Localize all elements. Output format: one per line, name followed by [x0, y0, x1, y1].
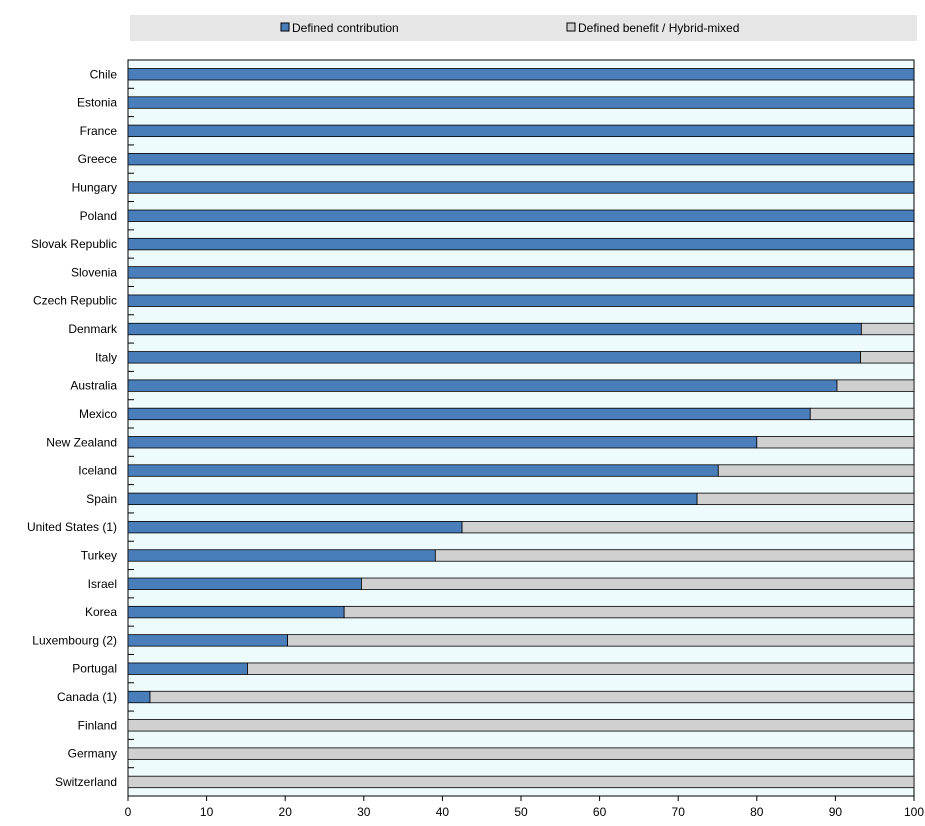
legend-swatch: [280, 22, 290, 32]
category-label: Chile: [90, 67, 118, 81]
y-axis: Chile Estonia France Greece Hungary Poland Slo…: [27, 67, 134, 789]
x-tick-label: 40: [436, 805, 450, 819]
legend-swatch: [566, 22, 576, 32]
x-tick-label: 100: [904, 805, 924, 819]
category-label: Portugal: [72, 662, 117, 676]
category-label: Germany: [68, 747, 117, 761]
category-label: Australia: [70, 379, 117, 393]
x-tick-label: 0: [125, 805, 132, 819]
category-label: Greece: [78, 152, 118, 166]
x-tick-label: 10: [200, 805, 214, 819]
bar-defined-contribution: [127, 379, 838, 392]
bar-defined-contribution: [127, 237, 915, 251]
bar-defined-benefit: [809, 407, 915, 421]
bar-defined-contribution: [127, 407, 811, 421]
bar-defined-benefit: [860, 322, 915, 336]
bar-defined-benefit: [756, 436, 915, 449]
bar-defined-benefit: [287, 634, 915, 647]
bar-defined-contribution: [127, 662, 248, 675]
bar-defined-benefit: [836, 379, 915, 392]
bar-defined-benefit: [860, 351, 915, 364]
category-label: Spain: [86, 492, 117, 506]
bar-defined-contribution: [127, 492, 698, 506]
category-label: Luxembourg (2): [32, 633, 117, 647]
bar-defined-contribution: [127, 153, 915, 166]
bar-defined-contribution: [127, 521, 463, 534]
x-tick-label: 80: [750, 805, 764, 819]
bar-defined-contribution: [127, 351, 861, 364]
category-label: France: [80, 124, 118, 138]
x-tick-label: 70: [672, 805, 686, 819]
x-tick-label: 90: [829, 805, 843, 819]
category-label: Korea: [85, 605, 117, 619]
bar-defined-contribution: [127, 181, 915, 194]
bar-defined-contribution: [127, 294, 915, 307]
bar-defined-contribution: [127, 577, 362, 590]
bar-defined-benefit: [127, 747, 915, 760]
category-label: Finland: [78, 718, 117, 732]
bar-defined-contribution: [127, 634, 288, 647]
bar-defined-benefit: [461, 521, 915, 534]
bar-defined-contribution: [127, 464, 719, 477]
legend-items: Defined contribution Defined benefit / Hy…: [280, 21, 739, 35]
category-label: Italy: [95, 350, 117, 364]
category-label: Canada (1): [57, 690, 117, 704]
category-label: Slovak Republic: [31, 237, 117, 251]
category-label: Hungary: [72, 180, 117, 194]
bar-defined-contribution: [127, 322, 862, 336]
category-label: New Zealand: [46, 435, 117, 449]
bars: [127, 68, 915, 789]
bar-defined-benefit: [247, 662, 915, 675]
category-label: Israel: [88, 577, 117, 591]
category-label: Switzerland: [55, 775, 117, 789]
category-label: Estonia: [77, 96, 117, 110]
category-label: Mexico: [79, 407, 117, 421]
bar-defined-benefit: [434, 549, 915, 562]
bar-defined-benefit: [361, 577, 915, 590]
bar-defined-contribution: [127, 68, 915, 81]
category-label: Iceland: [78, 464, 117, 478]
legend-label: Defined benefit / Hybrid-mixed: [578, 21, 739, 35]
bar-defined-contribution: [127, 436, 758, 449]
category-label: United States (1): [27, 520, 117, 534]
category-label: Czech Republic: [33, 294, 117, 308]
bar-defined-benefit: [343, 605, 915, 619]
x-tick-label: 20: [279, 805, 293, 819]
legend-background: [130, 15, 917, 41]
x-axis: 0 10 20 30 40 50 60 70 80 90 100: [125, 796, 924, 819]
x-tick-label: 30: [357, 805, 371, 819]
bar-defined-benefit: [717, 464, 915, 477]
x-tick-label: 60: [593, 805, 607, 819]
bar-defined-contribution: [127, 605, 345, 619]
bar-defined-benefit: [149, 690, 915, 704]
category-label: Poland: [80, 209, 117, 223]
bar-defined-contribution: [127, 96, 915, 109]
category-label: Denmark: [68, 322, 118, 336]
bar-defined-contribution: [127, 124, 915, 138]
bar-defined-benefit: [696, 492, 915, 506]
category-label: Slovenia: [71, 265, 117, 279]
bar-defined-benefit: [127, 775, 915, 789]
category-label: Turkey: [81, 548, 117, 562]
plot-area: [127, 59, 915, 797]
bar-defined-contribution: [127, 266, 915, 279]
x-tick-label: 50: [514, 805, 528, 819]
bar-defined-benefit: [127, 719, 915, 732]
bar-defined-contribution: [127, 690, 151, 704]
legend-label: Defined contribution: [292, 21, 399, 35]
bar-defined-contribution: [127, 209, 915, 222]
legend: Defined contribution Defined benefit / Hy…: [130, 15, 917, 41]
bar-defined-contribution: [127, 549, 436, 562]
